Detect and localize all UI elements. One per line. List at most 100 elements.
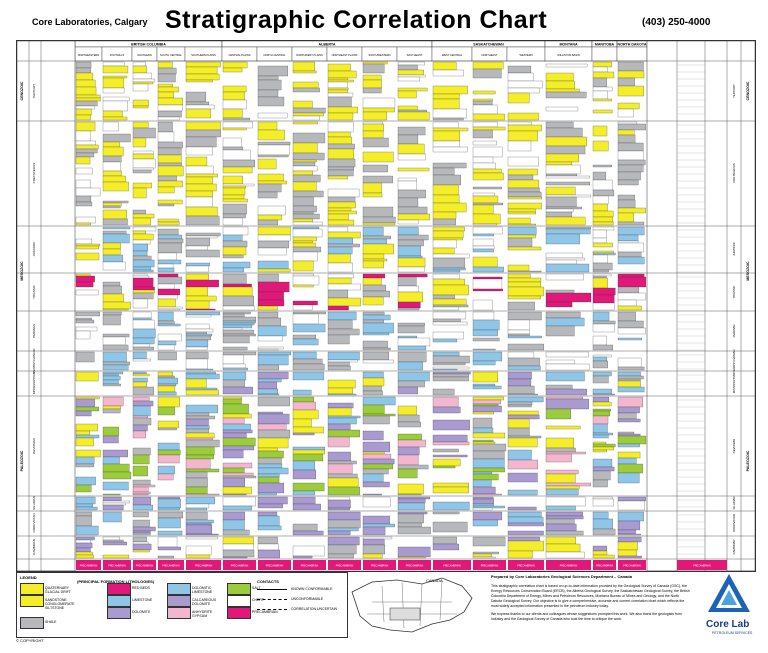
formation-block xyxy=(102,496,122,502)
left-timescale xyxy=(17,41,76,571)
formation-block xyxy=(507,536,540,542)
formation-block xyxy=(157,86,179,93)
formation-block xyxy=(185,522,212,526)
formation-block xyxy=(257,549,280,559)
formation-block xyxy=(592,446,614,451)
company-name: Core Laboratories, Calgary xyxy=(32,17,148,27)
formation-block xyxy=(362,290,390,298)
formation-block xyxy=(75,167,93,175)
formation-block xyxy=(362,222,396,226)
precambrian-block xyxy=(103,560,131,570)
formation-block xyxy=(397,197,419,208)
formation-block xyxy=(222,183,255,187)
formation-block xyxy=(397,433,422,441)
formation-block xyxy=(545,196,577,208)
formation-block xyxy=(362,385,382,392)
formation-block xyxy=(432,117,464,121)
formation-block xyxy=(432,351,460,357)
formation-block xyxy=(222,543,254,551)
formation-block xyxy=(132,479,151,486)
formation-block xyxy=(292,205,317,213)
formation-block xyxy=(132,377,148,383)
formation-block xyxy=(592,354,612,358)
formation-block xyxy=(157,351,177,361)
formation-block xyxy=(592,498,614,507)
formation-block xyxy=(545,127,583,138)
formation-block xyxy=(222,121,253,129)
formation-block xyxy=(397,239,424,247)
formation-block xyxy=(257,364,279,371)
formation-block xyxy=(545,437,574,449)
formation-block xyxy=(292,311,326,315)
formation-block xyxy=(327,158,356,168)
formation-block xyxy=(157,333,182,342)
formation-block xyxy=(397,177,417,182)
formation-block xyxy=(75,216,96,224)
formation-block xyxy=(545,153,579,163)
formation-block xyxy=(257,515,280,527)
formation-block xyxy=(617,77,635,87)
formation-block xyxy=(102,500,130,504)
precambrian-block xyxy=(328,560,361,570)
formation-block xyxy=(222,187,246,196)
formation-block xyxy=(432,184,459,196)
formation-block xyxy=(592,458,613,468)
formation-block xyxy=(157,383,177,387)
formation-block xyxy=(75,396,100,400)
legend-label: RED BEDS xyxy=(132,586,150,590)
legend-label: CALCAREOUS DOLOMITE xyxy=(192,598,217,606)
formation-block xyxy=(222,346,248,351)
formation-block xyxy=(327,166,355,171)
formation-block xyxy=(257,413,290,425)
formation-block xyxy=(327,477,359,488)
formation-block xyxy=(362,258,388,262)
formation-block xyxy=(75,130,91,142)
formation-block xyxy=(397,307,420,311)
formation-block xyxy=(592,216,613,223)
formation-block xyxy=(157,67,177,75)
formation-block xyxy=(75,542,93,549)
formation-block xyxy=(592,71,615,79)
formation-block xyxy=(592,432,613,436)
formation-block xyxy=(157,391,177,396)
formation-block xyxy=(292,446,325,451)
formation-block xyxy=(327,63,351,72)
formation-block xyxy=(362,458,395,465)
formation-block xyxy=(592,375,609,384)
formation-block xyxy=(185,533,219,536)
formation-block xyxy=(472,68,502,79)
formation-block xyxy=(507,140,532,152)
formation-block xyxy=(432,388,455,396)
formation-block xyxy=(222,467,245,474)
formation-block xyxy=(397,496,431,500)
formation-block xyxy=(472,405,502,413)
formation-block xyxy=(327,262,353,273)
formation-block xyxy=(75,148,98,154)
formation-block xyxy=(157,396,180,408)
formation-block xyxy=(432,482,469,488)
formation-block xyxy=(545,80,575,90)
formation-block xyxy=(507,112,539,121)
formation-block xyxy=(75,179,91,189)
formation-block xyxy=(472,337,500,342)
formation-block xyxy=(432,321,468,326)
formation-block xyxy=(507,270,542,273)
formation-block xyxy=(432,355,470,364)
formation-block xyxy=(507,396,544,403)
precambrian-label: PRECAMBRIAN xyxy=(596,565,614,568)
formation-block xyxy=(507,277,542,283)
formation-block xyxy=(617,276,647,288)
formation-block xyxy=(185,308,216,311)
formation-block xyxy=(257,317,282,327)
formation-block xyxy=(132,386,154,396)
formation-block xyxy=(432,371,471,375)
formation-block xyxy=(185,61,221,68)
formation-block xyxy=(102,96,130,102)
formation-block xyxy=(132,150,154,155)
formation-block xyxy=(472,168,502,174)
right-period-label: JURASSIC xyxy=(732,242,736,256)
formation-block xyxy=(102,541,127,546)
credits-text: This stratigraphic correlation chart is … xyxy=(491,584,691,622)
formation-block xyxy=(257,525,282,531)
period-label: DEVONIAN xyxy=(32,438,36,454)
